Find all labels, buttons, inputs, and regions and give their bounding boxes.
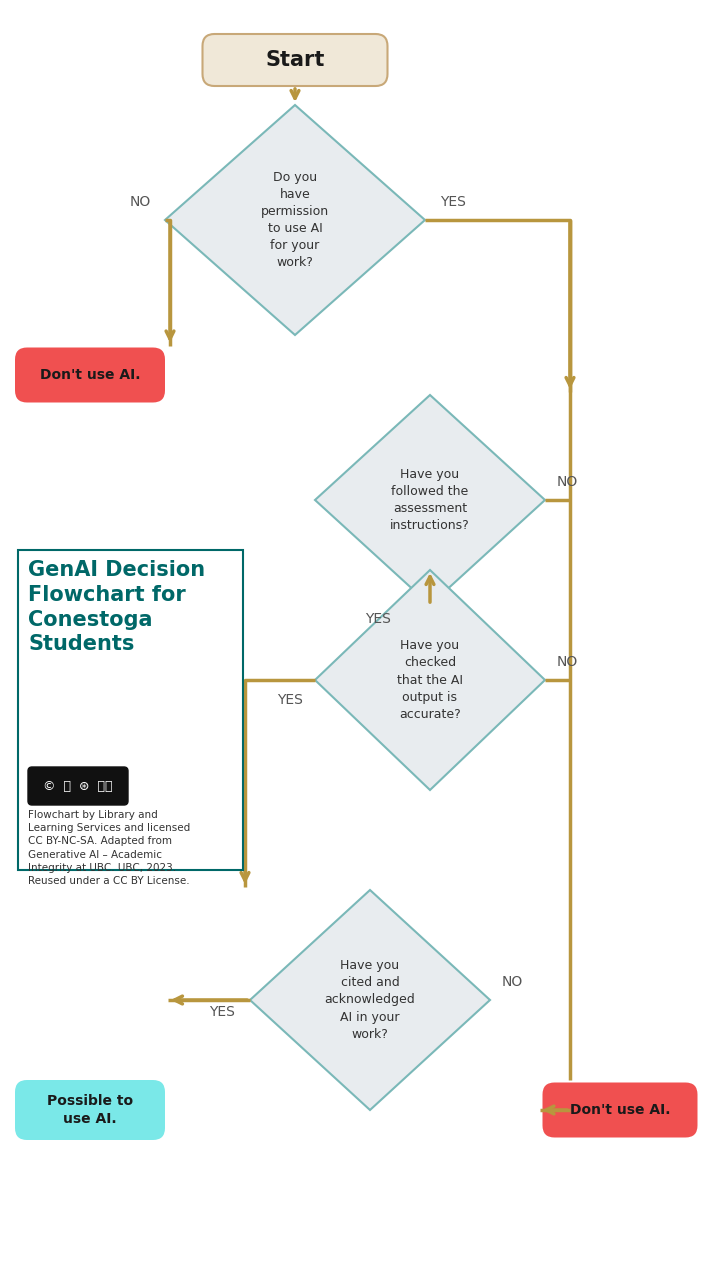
Text: YES: YES [277,692,303,707]
Text: Possible to
use AI.: Possible to use AI. [47,1094,133,1125]
Text: Start: Start [265,50,325,70]
Text: Have you
cited and
acknowledged
AI in your
work?: Have you cited and acknowledged AI in yo… [325,960,415,1041]
FancyBboxPatch shape [15,347,165,402]
Text: NO: NO [557,475,577,489]
Text: GenAI Decision
Flowchart for
Conestoga
Students: GenAI Decision Flowchart for Conestoga S… [28,561,205,654]
FancyBboxPatch shape [18,550,243,870]
Text: Flowchart by Library and
Learning Services and licensed
CC BY-NC-SA. Adapted fro: Flowchart by Library and Learning Servic… [28,810,190,886]
Text: NO: NO [501,975,523,989]
Text: YES: YES [365,612,391,626]
Text: ©  ⓘ  ⊛  Ⓢⓐ: © ⓘ ⊛ Ⓢⓐ [43,780,113,792]
Text: YES: YES [440,195,466,209]
Polygon shape [250,890,490,1110]
Text: NO: NO [130,195,150,209]
Text: YES: YES [209,1005,235,1019]
Text: Do you
have
permission
to use AI
for your
work?: Do you have permission to use AI for you… [261,172,329,269]
Polygon shape [165,105,425,335]
FancyBboxPatch shape [202,35,387,86]
FancyBboxPatch shape [28,767,128,805]
Text: Have you
checked
that the AI
output is
accurate?: Have you checked that the AI output is a… [397,640,463,721]
Text: Don't use AI.: Don't use AI. [40,369,140,381]
Text: Don't use AI.: Don't use AI. [570,1103,670,1117]
Text: Have you
followed the
assessment
instructions?: Have you followed the assessment instruc… [390,468,470,532]
FancyBboxPatch shape [542,1083,698,1138]
Polygon shape [315,396,545,605]
Polygon shape [315,570,545,790]
FancyBboxPatch shape [15,1080,165,1140]
Text: NO: NO [557,655,577,669]
